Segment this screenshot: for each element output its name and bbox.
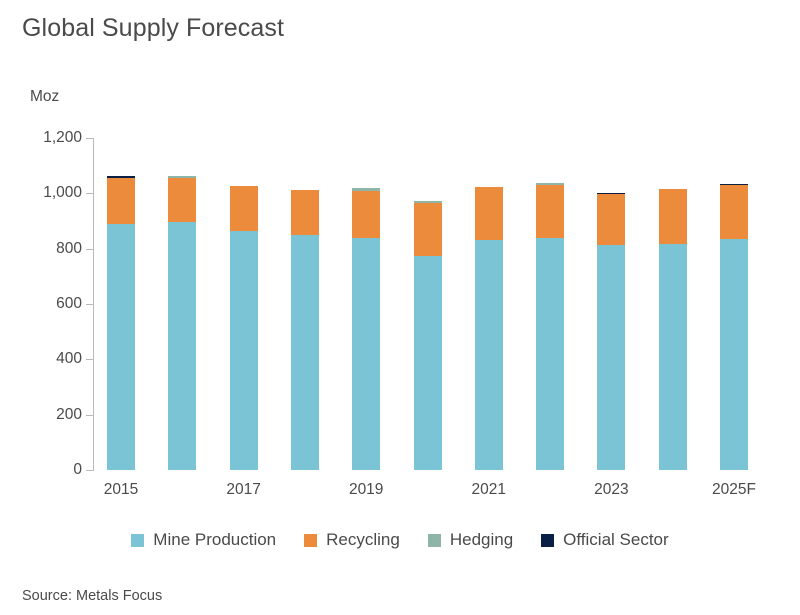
bar-segment[interactable] [597,245,626,470]
source-note: Source: Metals Focus [22,588,163,604]
bar-segment[interactable] [658,243,687,470]
y-axis-tick-mark [86,193,93,195]
bar-segment[interactable] [474,187,503,241]
bar-segment[interactable] [352,188,381,191]
page-title: Global Supply Forecast [22,14,285,42]
y-axis-tick-label: 200 [56,405,82,423]
legend-item[interactable]: Mine Production [131,530,276,550]
bar-segment[interactable] [229,230,258,470]
bar-segment[interactable] [413,255,442,470]
bar-segment[interactable] [720,238,748,470]
legend-swatch-icon [427,533,441,547]
bar-segment[interactable] [658,189,687,244]
bar-segment[interactable] [107,178,135,224]
chart-legend: Mine Production Recycling Hedging Official … [0,530,800,550]
bar-column[interactable] [658,189,687,470]
bar-segment[interactable] [536,237,565,470]
legend-swatch-icon [541,533,555,547]
bar-segment[interactable] [474,240,503,470]
bar-segment[interactable] [352,237,381,470]
bar-column[interactable] [597,192,626,470]
bar-segment[interactable] [168,222,197,470]
bar-segment[interactable] [352,190,381,238]
bar-segment[interactable] [168,178,197,223]
y-axis-tick-mark [86,470,93,471]
y-axis-tick-label: 800 [56,239,82,257]
y-axis-tick-mark [86,359,93,361]
bar-column[interactable] [168,175,197,470]
bar-segment[interactable] [597,194,626,246]
x-axis-tick-label: 2017 [226,481,261,498]
y-axis-tick-label: 1,000 [43,184,82,202]
bar-segment[interactable] [229,186,258,231]
legend-label: Hedging [449,530,514,549]
bar-column[interactable] [352,188,381,470]
x-axis-tick-label: 2019 [348,481,384,498]
y-axis-tick-mark [86,304,93,305]
bar-segment[interactable] [107,223,135,470]
legend-label: Mine Production [153,530,277,549]
bar-column[interactable] [229,186,258,470]
bar-column[interactable] [536,183,565,470]
y-axis-tick-label: 400 [56,350,82,368]
x-axis-tick-label: 2015 [103,481,139,498]
legend-label: Recycling [326,530,400,549]
bar-column[interactable] [290,189,319,470]
bar-segment[interactable] [413,200,442,204]
y-axis-line [93,138,94,471]
bar-column[interactable] [107,176,135,470]
bar-segment[interactable] [290,234,319,470]
legend-swatch-icon [304,533,318,547]
y-axis-tick-label: 1,200 [43,129,82,146]
bar-segment[interactable] [536,185,565,238]
legend-item[interactable]: Hedging [427,530,514,550]
bar-column[interactable] [413,200,442,470]
y-axis-tick-labels: 0 200 400 600 800 1,000 1,200 [12,0,82,615]
bar-segment[interactable] [290,189,319,235]
bar-segment[interactable] [168,175,197,179]
x-axis-tick-label: 2021 [471,481,507,498]
legend-item[interactable]: Official Sector [541,530,669,550]
y-axis-tick-label: 0 [73,461,82,478]
y-axis-tick-label: 600 [56,295,82,312]
bar-segment[interactable] [720,183,748,186]
bar-segment[interactable] [536,183,565,186]
x-axis-tick-label: 2025F [712,481,756,498]
bar-column[interactable] [474,187,503,470]
x-axis-tick-label: 2023 [594,481,629,498]
y-axis-tick-mark [86,138,93,139]
y-axis-tick-mark [86,414,93,416]
legend-swatch-icon [131,533,145,547]
bar-segment[interactable] [107,176,135,179]
y-axis-unit-label: Moz [30,88,60,105]
legend-label: Official Sector [563,530,669,549]
bar-segment[interactable] [720,185,748,239]
bar-segment[interactable] [413,203,442,256]
bar-segment[interactable] [597,192,626,195]
footer-divider [0,576,800,577]
y-axis-tick-mark [86,248,93,250]
legend-item[interactable]: Recycling [304,530,400,550]
bar-column[interactable] [720,183,748,470]
